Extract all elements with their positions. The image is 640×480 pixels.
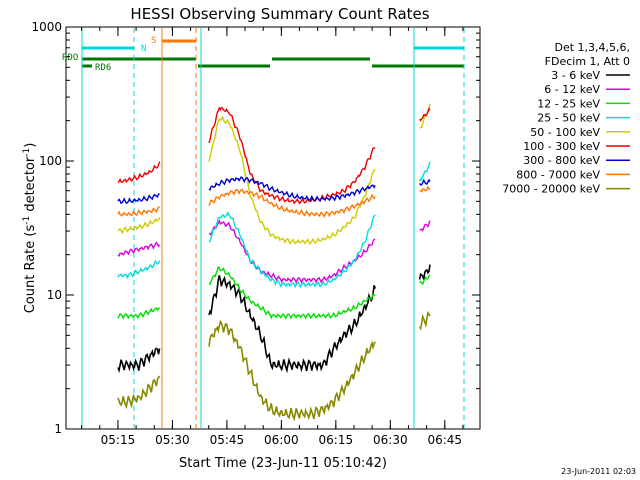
- legend-entry-label: 6 - 12 keV: [544, 83, 600, 96]
- y-axis: 1 10 100 1000: [31, 20, 480, 436]
- series-line: [419, 107, 431, 122]
- series-8: [117, 310, 431, 422]
- y-tick-label: 1: [54, 422, 62, 436]
- series-line: [117, 193, 160, 205]
- x-axis-label: Start Time (23-Jun-11 05:10:42): [179, 456, 387, 471]
- legend-entry-label: 800 - 7000 keV: [516, 168, 600, 181]
- y-axis-label-sup2: -1: [22, 148, 32, 157]
- series-line: [418, 161, 431, 182]
- series-line: [418, 310, 431, 331]
- series-line: [418, 264, 431, 280]
- x-tick-label: 05:45: [210, 433, 245, 447]
- series-6: [117, 176, 431, 205]
- series-line: [419, 185, 431, 193]
- series-line: [208, 319, 376, 422]
- legend-entry-label: 300 - 800 keV: [523, 154, 600, 167]
- legend-entry-label: 3 - 6 keV: [551, 69, 600, 82]
- series-3: [117, 161, 431, 289]
- x-axis: 05:15 05:30 05:45 06:00 06:15 06:30 06:45: [81, 27, 464, 447]
- y-axis-label-base: Count Rate (s: [23, 225, 38, 314]
- series-line: [208, 219, 376, 284]
- series-line: [117, 241, 161, 258]
- x-tick-label: 05:15: [101, 433, 136, 447]
- flag-label: RDO: [62, 53, 78, 63]
- series-line: [208, 176, 376, 203]
- legend-entry-label: 50 - 100 keV: [530, 126, 600, 139]
- series-2: [117, 266, 431, 320]
- legend-entry-label: 12 - 25 keV: [537, 97, 600, 110]
- x-tick-label: 05:30: [155, 433, 190, 447]
- series-line: [117, 375, 161, 410]
- flag-label: S: [151, 36, 156, 46]
- series-line: [117, 307, 161, 320]
- series-line: [208, 115, 376, 246]
- legend-entry-label: 25 - 50 keV: [537, 112, 600, 125]
- series-line: [208, 275, 376, 374]
- chart-title: HESSI Observing Summary Count Rates: [130, 5, 429, 23]
- series-line: [117, 259, 161, 280]
- series-line: [208, 266, 376, 320]
- flag-label: N: [141, 44, 146, 54]
- series-line: [117, 161, 161, 184]
- series-line: [208, 211, 376, 289]
- plot-frame: [65, 26, 481, 430]
- flag-label: RD6: [95, 63, 111, 73]
- series-5: [117, 106, 431, 205]
- series-line: [117, 206, 160, 217]
- series-line: [117, 216, 161, 235]
- y-axis-label: Count Rate (s-1 detector-1): [22, 143, 38, 314]
- series-line: [208, 188, 376, 219]
- y-axis-label-mid: detector: [23, 156, 38, 216]
- legend-entry-label: 7000 - 20000 keV: [502, 183, 600, 196]
- legend: Det 1,3,4,5,6, FDecim 1, Att 0 3 - 6 keV…: [502, 41, 630, 196]
- series-1: [117, 219, 431, 284]
- footer-timestamp: 23-Jun-2011 02:03: [561, 467, 636, 476]
- series-7: [117, 185, 431, 219]
- series-line: [419, 274, 431, 286]
- flag-overlays: RDO RD6 NS: [62, 28, 465, 428]
- series-line: [419, 178, 431, 186]
- series-line: [419, 220, 431, 232]
- x-tick-label: 06:15: [319, 433, 354, 447]
- series-line: [419, 103, 431, 129]
- series-line: [208, 106, 376, 205]
- x-tick-label: 06:00: [264, 433, 299, 447]
- series-0: [117, 264, 431, 374]
- series-4: [117, 103, 431, 246]
- y-axis-label-end: ): [23, 143, 38, 148]
- x-tick-label: 06:30: [373, 433, 408, 447]
- y-tick-label: 10: [47, 288, 62, 302]
- y-axis-label-sup1: -1: [22, 216, 32, 225]
- series-line: [117, 347, 161, 374]
- legend-header-line-2: FDecim 1, Att 0: [545, 55, 630, 68]
- legend-header-line-1: Det 1,3,4,5,6,: [554, 41, 630, 54]
- series-layer: [117, 103, 431, 422]
- legend-entry-label: 100 - 300 keV: [523, 140, 600, 153]
- y-tick-label: 1000: [31, 20, 62, 34]
- y-tick-label: 100: [39, 154, 62, 168]
- x-tick-label: 06:45: [427, 433, 462, 447]
